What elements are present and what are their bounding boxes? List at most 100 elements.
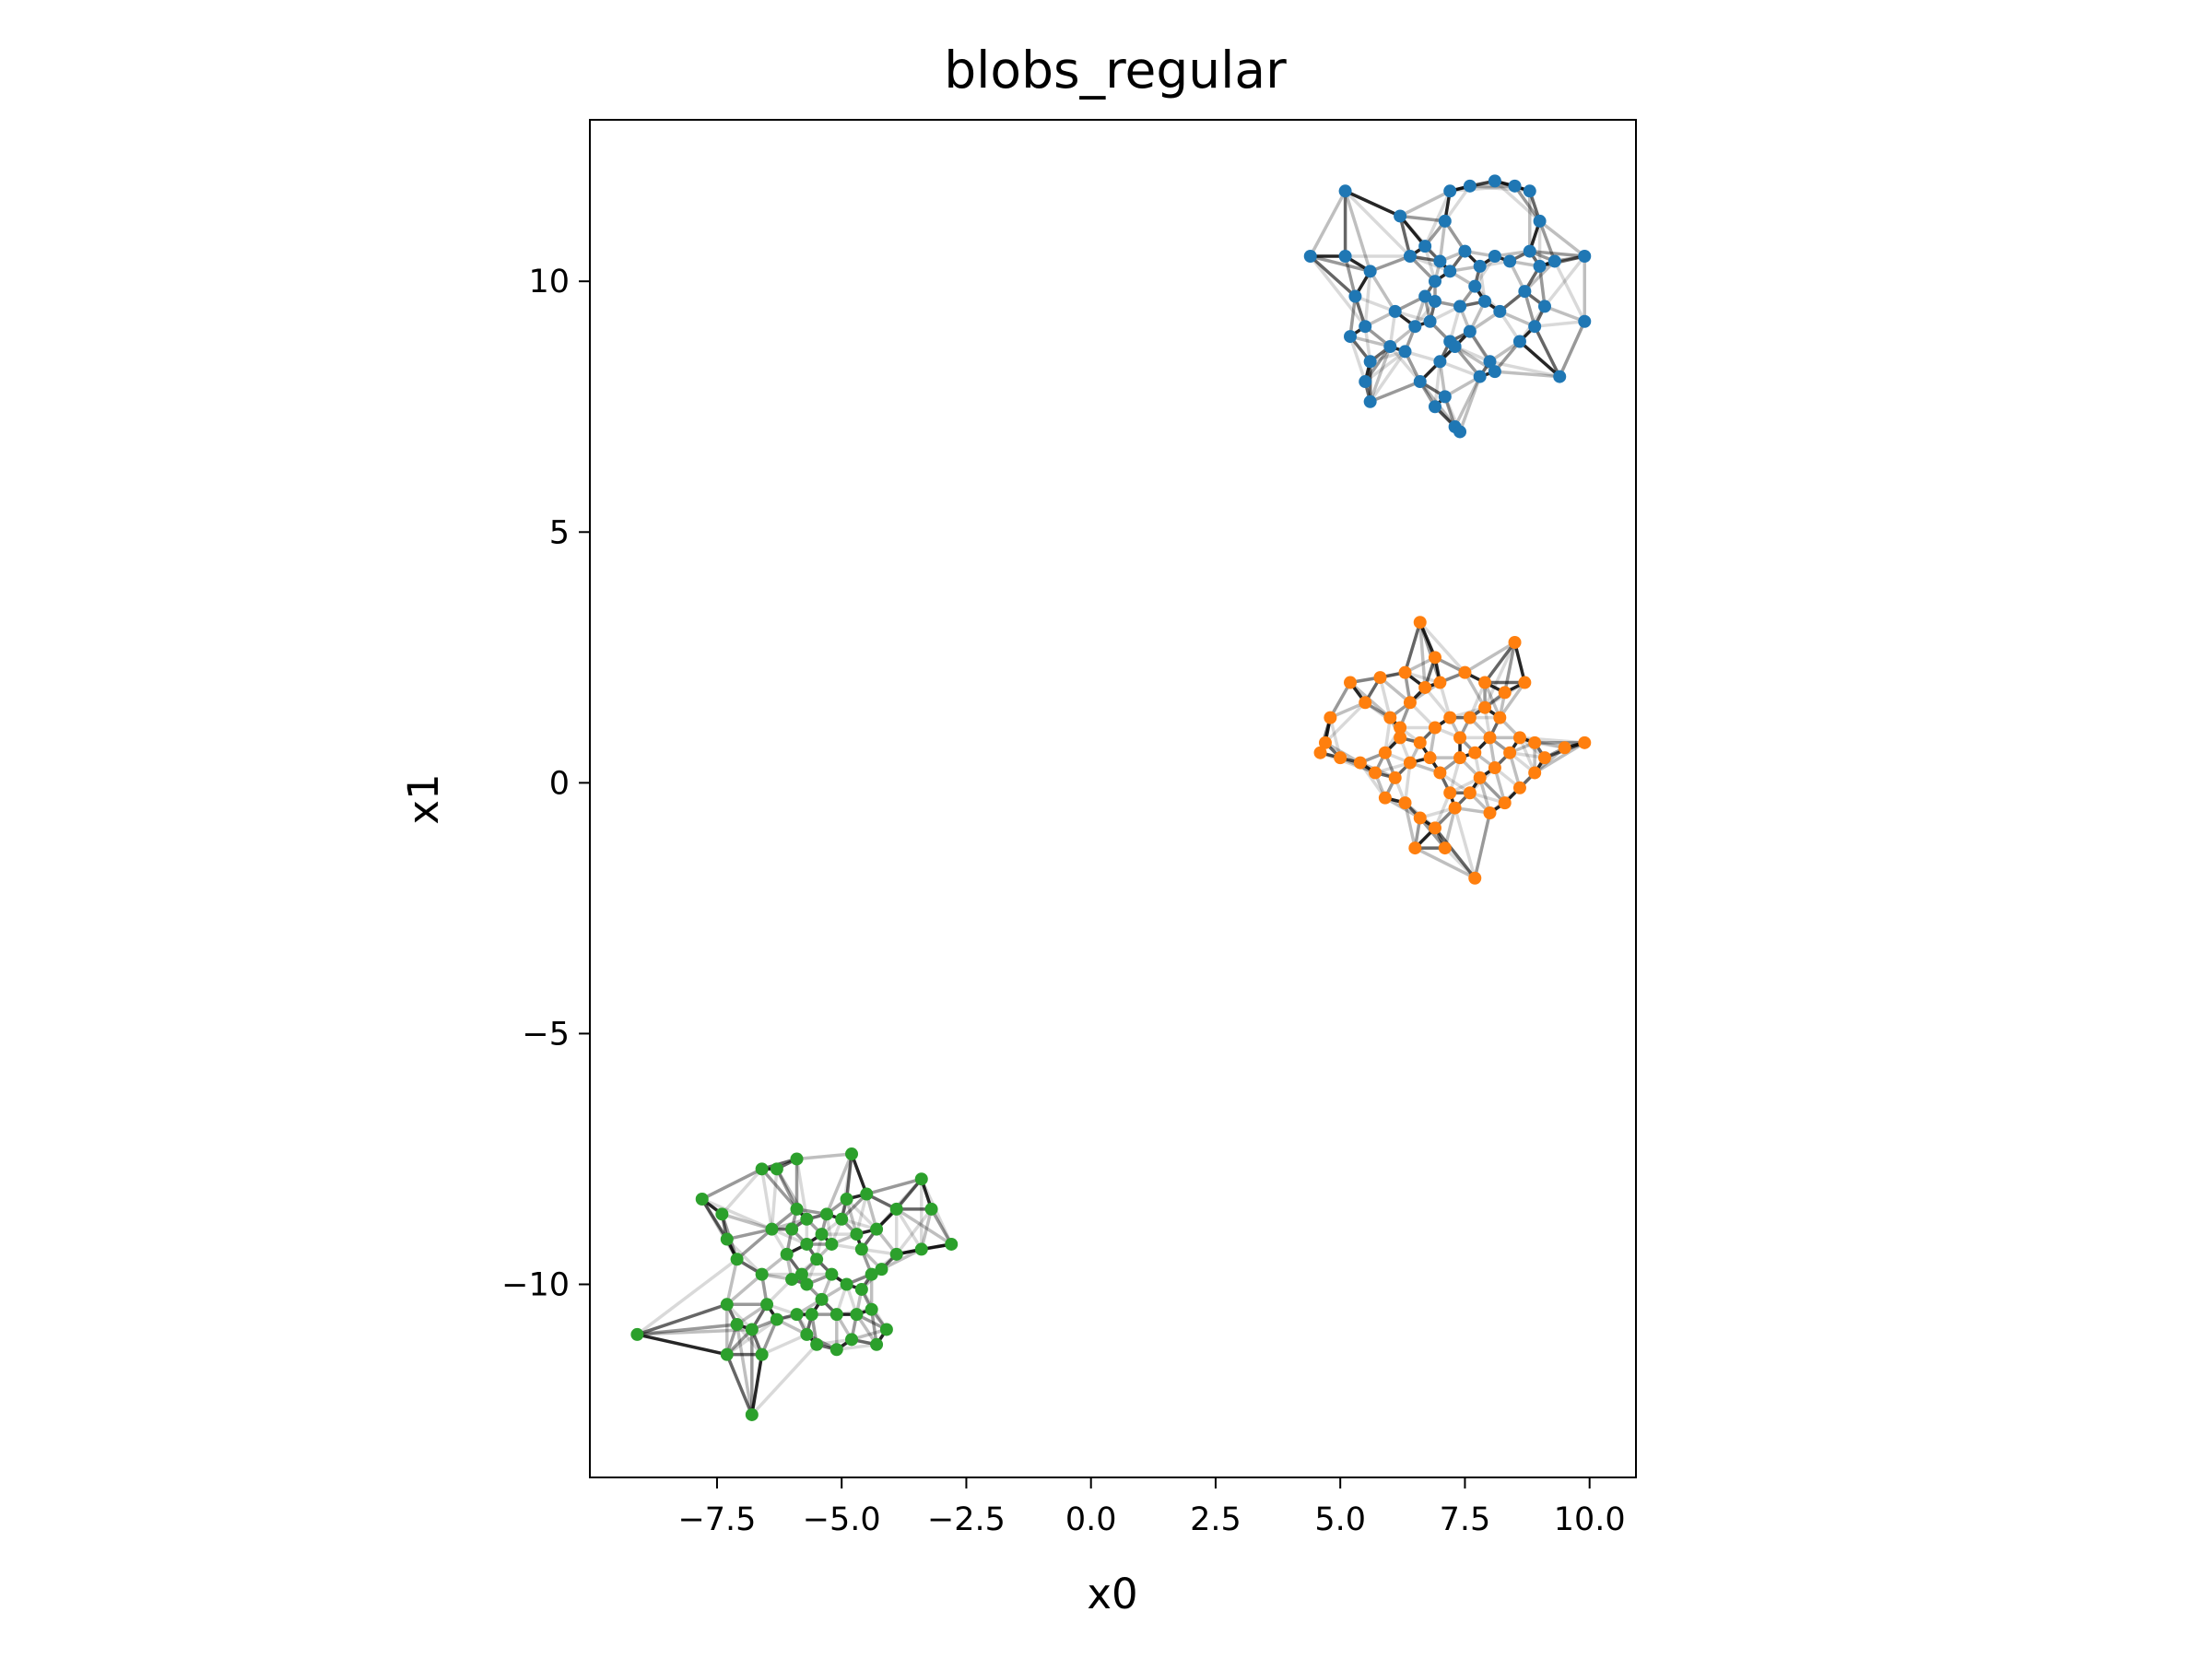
edge-0-1-4 [1344,189,1401,218]
edge-2-13-17 [880,1247,923,1271]
edge-2-1-53 [701,1197,773,1231]
point-2-42 [785,1222,799,1236]
edge-1-3-15 [1379,676,1412,704]
point-0-28 [1438,214,1452,228]
point-1-51 [1433,766,1447,780]
edge-0-31-34 [1493,180,1541,223]
point-1-16 [1418,680,1432,694]
edge-1-0-2 [1403,621,1422,674]
edge-0-26-28 [1438,220,1447,262]
point-0-13 [1388,304,1402,318]
edge-1-8-11 [1319,751,1376,775]
edge-0-4-26 [1398,215,1441,263]
point-2-19 [865,1302,878,1316]
point-2-13 [914,1242,928,1256]
point-0-58 [1428,294,1441,308]
x-tick-label: 10.0 [1554,1501,1626,1538]
edge-2-21-23 [836,1343,877,1351]
point-2-20 [879,1323,893,1336]
point-2-0 [630,1327,644,1341]
edge-1-43-49 [1519,735,1566,749]
edge-0-3-7 [1363,271,1372,327]
edge-1-20-21 [1503,641,1517,693]
edge-0-4-29 [1399,189,1451,218]
edge-0-43-45 [1453,345,1482,378]
edge-0-6-13 [1354,294,1396,313]
point-2-14 [889,1202,903,1216]
edge-0-53-55 [1553,260,1586,323]
chart-title: blobs_regular [944,41,1287,100]
edge-0-2-6 [1343,255,1358,297]
y-axis-title: x1 [399,773,448,824]
x-tick-label: −5.0 [803,1501,881,1538]
edge-2-27-32 [725,1318,778,1357]
point-1-18 [1458,665,1472,679]
edge-2-24-34 [750,1343,818,1417]
edge-1-18-21 [1464,641,1516,675]
edge-0-52-54 [1529,249,1585,258]
point-2-25 [800,1327,814,1341]
point-1-15 [1403,696,1417,710]
point-1-23 [1493,711,1507,724]
point-0-2 [1338,250,1352,264]
point-2-57 [889,1247,903,1261]
edge-1-19-21 [1483,641,1516,684]
point-2-26 [790,1308,804,1322]
point-1-7 [1318,735,1332,749]
edge-0-29-32 [1450,184,1515,194]
edge-1-30-33 [1403,762,1412,804]
point-1-4 [1344,676,1358,689]
point-2-45 [840,1277,853,1291]
edge-0-30-33 [1469,184,1530,194]
edge-0-19-45 [1453,375,1482,428]
point-2-56 [865,1267,878,1281]
point-2-46 [815,1292,829,1306]
point-1-36 [1438,841,1452,855]
edge-2-4-53 [735,1228,773,1261]
point-0-44 [1483,355,1497,369]
edge-0-1-3 [1343,190,1372,272]
point-1-35 [1428,821,1441,835]
x-tick-label: −2.5 [927,1501,1006,1538]
edge-0-8-12 [1349,335,1391,348]
point-1-41 [1488,761,1501,775]
edge-0-48-55 [1535,320,1585,328]
point-1-5 [1359,696,1372,710]
edge-0-4-28 [1399,214,1445,223]
edge-0-50-53 [1524,260,1557,293]
point-2-11 [924,1202,938,1216]
point-0-5 [1403,250,1417,264]
edge-0-4-5 [1398,216,1412,257]
point-0-29 [1443,184,1457,198]
edge-0-3-13 [1369,270,1397,312]
edge-0-49-51 [1537,265,1547,307]
point-0-39 [1453,300,1467,313]
edge-0-6-8 [1348,296,1358,337]
edge-0-49-54 [1543,254,1586,308]
point-2-9 [860,1187,874,1201]
edge-2-3-59 [725,1238,763,1276]
point-1-57 [1483,806,1497,820]
point-0-41 [1493,304,1507,318]
point-1-47 [1512,781,1526,794]
point-1-8 [1313,746,1327,759]
point-0-3 [1363,265,1377,278]
edge-2-0-4 [636,1257,738,1336]
edge-0-11-15 [1369,350,1406,403]
edge-2-30-34 [735,1324,754,1416]
y-tick-label: 0 [549,765,570,802]
point-2-59 [755,1267,769,1281]
point-1-24 [1483,731,1497,745]
point-2-4 [730,1253,744,1266]
point-0-53 [1547,254,1561,268]
point-1-32 [1378,791,1392,805]
point-2-27 [770,1312,783,1326]
edge-0-32-34 [1513,184,1542,222]
y-axis: −10 −5 0 5 10 [501,264,590,1304]
x-tick-label: 2.5 [1190,1501,1241,1538]
edge-2-30-33 [735,1323,763,1356]
edge-1-21-22 [1512,641,1527,683]
point-1-48 [1498,796,1512,810]
point-2-10 [914,1172,928,1186]
